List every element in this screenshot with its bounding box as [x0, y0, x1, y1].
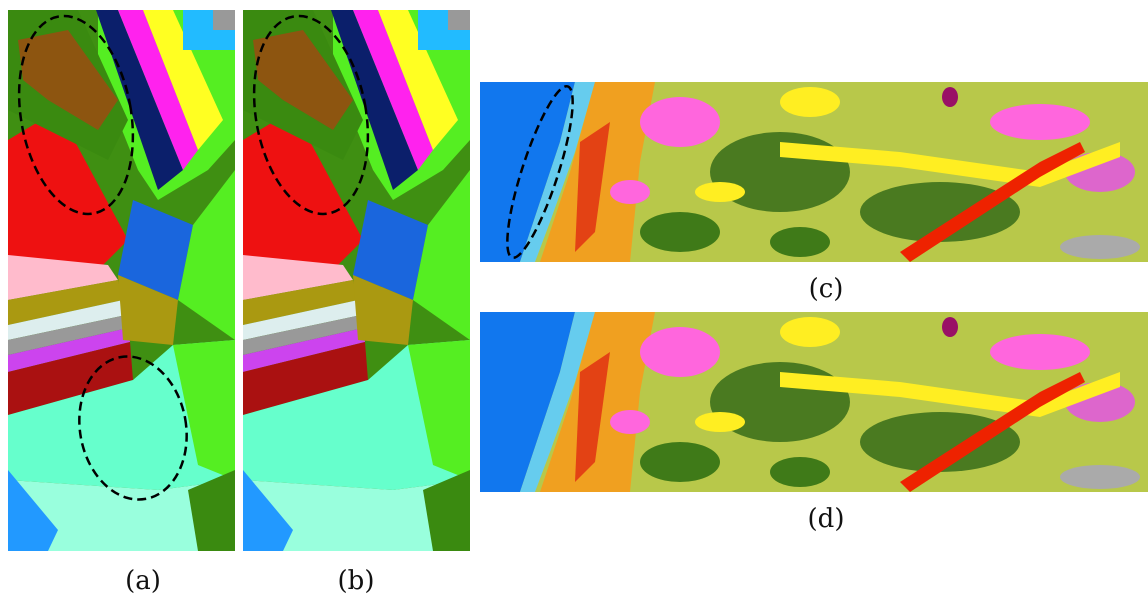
panel-c-image [480, 81, 1148, 263]
panel-label: (d) [808, 504, 845, 534]
panel-label: (c) [809, 274, 844, 304]
figure: (a) (b) (c) (d) [0, 0, 1148, 601]
page: (a) (b) (c) (d) (() => { const data = JS… [0, 0, 1148, 601]
panel-label: (b) [338, 566, 375, 596]
panel-b-image [239, 7, 470, 551]
panel-d-image [480, 312, 1148, 492]
panel-a-image [4, 7, 235, 551]
panel-label: (a) [125, 566, 161, 596]
